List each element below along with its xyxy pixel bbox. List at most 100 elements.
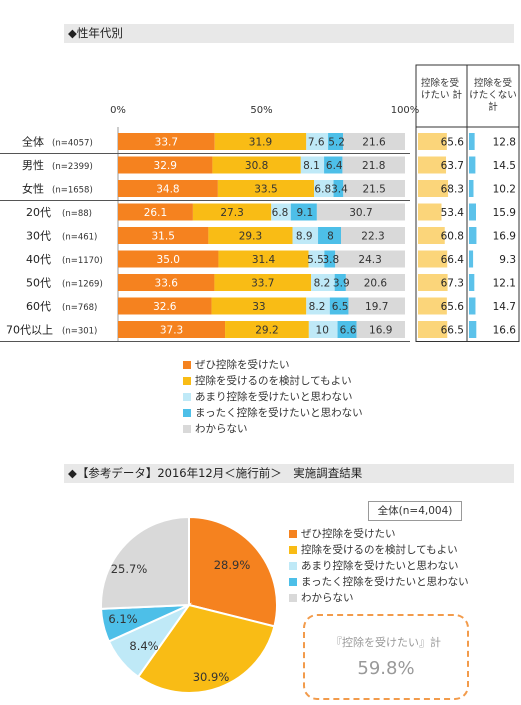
summary-want-value: 60.8 [441,231,464,243]
data-label: 20.6 [364,278,388,290]
summary-not-bar [469,156,476,174]
legend-label: まったく控除を受けたいと思わない [301,576,469,588]
summary-want-value: 65.6 [441,301,465,313]
bar-segment [328,133,344,150]
bar-segment [314,180,334,197]
bar-segment [300,156,325,174]
legend-label: ぜひ控除を受けたい [301,528,396,540]
data-label: 21.6 [362,137,386,149]
callout-value: 59.8% [357,658,415,679]
legend-label: あまり控除を受けたいと思わない [195,391,353,403]
legend-item: あまり控除を受けたいと思わない [289,558,469,574]
summary-not-box [466,64,520,342]
legend-swatch [289,530,297,538]
summary-want-bar [418,297,447,315]
bar-segment [218,250,309,268]
legend-item: わからない [183,421,363,437]
summary-not-value: 12.1 [493,278,516,290]
summary-want-bar [418,227,445,244]
summary-not-value: 12.8 [493,137,516,149]
bar-segment [308,250,325,268]
category-n-label: (n=4057) [52,139,93,149]
legend-label: ぜひ控除を受けたい [195,359,290,371]
data-label: 34.8 [156,184,179,196]
legend-item: あまり控除を受けたいと思わない [183,389,363,405]
summary-want-bar [418,274,448,291]
bar-segment [333,180,344,197]
data-label: 6.8 [272,207,289,219]
bar-segment [324,250,336,268]
data-label: 33.7 [155,137,178,149]
legend-label: 控除を受けるのを検討してもよい [301,544,458,556]
data-label: 24.3 [358,254,381,266]
data-label: 3.9 [333,278,350,290]
data-label: 8 [327,231,334,243]
legend-swatch [289,562,297,570]
bar-segment [118,250,219,268]
summary-want-value: 66.5 [441,325,464,337]
legend-swatch [183,361,191,369]
bar-segment [208,227,293,244]
bar-segment [306,297,330,315]
data-label: 33.6 [155,278,179,290]
data-label: 31.4 [252,254,276,266]
data-label: 3.4 [331,184,348,196]
data-label: 8.9 [296,231,313,243]
x-tick-label: 50% [250,105,272,116]
summary-header-not: 控除を受 [474,77,512,89]
bar-segment [290,203,317,221]
bar-segment [337,321,357,338]
data-label: 8.1 [303,160,320,172]
data-label: 31.9 [249,137,272,149]
bar-segment [348,297,405,315]
summary-not-bar [469,133,475,150]
legend-swatch [183,425,191,433]
data-label: 35.0 [157,254,180,266]
legend-label: わからない [195,423,248,435]
pie-slice-label: 28.9% [214,558,251,572]
data-label: 16.9 [369,325,392,337]
bar-segment [324,156,343,174]
bar-segment [292,227,319,244]
summary-not-bar [469,297,476,315]
summary-not-bar [469,203,476,221]
summary-header-want: 控除を受 [421,77,459,89]
data-label: 26.1 [144,207,167,219]
data-label: 6.4 [326,160,343,172]
bar-segment [118,180,218,197]
summary-not-bar [469,321,477,338]
legend-item: 控除を受けるのを検討してもよい [183,373,363,389]
summary-want-bar [418,180,449,197]
category-label: 20代 [26,206,51,219]
legend-label: 控除を受けるのを検討してもよい [195,375,352,387]
category-n-label: (n=301) [62,327,97,337]
bar-segment [118,297,212,315]
category-n-label: (n=1269) [62,280,103,290]
legend-item: わからない [289,590,469,606]
section-header-by-demographic: ◆性年代別 [64,24,514,43]
summary-want-value: 53.4 [441,207,465,219]
data-label: 29.2 [255,325,278,337]
data-label: 37.3 [160,325,183,337]
data-label: 32.9 [154,160,177,172]
x-tick-label: 0% [110,105,126,116]
summary-not-bar [469,274,475,291]
category-label: 60代 [26,300,51,313]
category-label: 50代 [26,277,51,290]
summary-want-value: 65.6 [441,137,465,149]
bar-segment [318,227,341,244]
category-label: 70代以上 [6,324,53,337]
legend-swatch [289,578,297,586]
legend-swatch [183,393,191,401]
pie-total-label: 全体(n=4,004) [368,501,462,521]
data-label: 30.7 [349,207,372,219]
data-label: 6.5 [332,301,349,313]
data-label: 27.3 [220,207,243,219]
legend-item: ぜひ控除を受けたい [289,526,469,542]
data-label: 33 [252,301,265,313]
bar-segment [308,321,338,338]
summary-header-not: けたくない [469,90,517,101]
data-label: 33.7 [251,278,274,290]
bar-segment [214,133,307,150]
pie-slice-label: 25.7% [111,562,148,576]
